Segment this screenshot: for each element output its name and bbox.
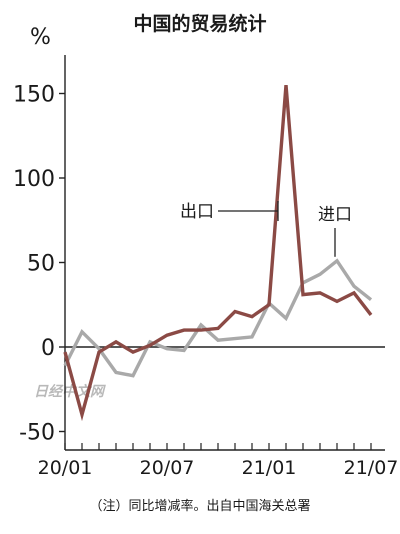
y-tick-label: 100 — [13, 167, 55, 192]
y-tick-label: 0 — [41, 336, 55, 361]
axes: 150 100 50 0 -50 20/01 20/07 21/01 21/07 — [13, 55, 398, 479]
x-tick-label: 20/01 — [38, 457, 93, 479]
x-tick-label: 21/07 — [344, 457, 399, 479]
series-line-export — [63, 84, 373, 422]
y-tick-label: 50 — [27, 252, 55, 277]
series-lines — [63, 84, 373, 422]
series-label-export: 出口 — [180, 202, 214, 222]
series-line-import — [63, 258, 373, 378]
x-tick-label: 21/01 — [242, 457, 297, 479]
y-tick-label: 150 — [13, 83, 55, 108]
watermark: 日经中文网 — [34, 383, 106, 400]
chart-title: 中国的贸易统计 — [133, 12, 266, 35]
footnote: （注）同比增减率。出自中国海关总署 — [89, 498, 310, 514]
x-tick-label: 20/07 — [140, 457, 195, 479]
y-axis-unit: % — [30, 25, 51, 50]
y-tick-label: -50 — [19, 421, 55, 446]
series-labels: 出口 进口 — [180, 201, 352, 257]
series-label-import: 进口 — [318, 205, 352, 225]
